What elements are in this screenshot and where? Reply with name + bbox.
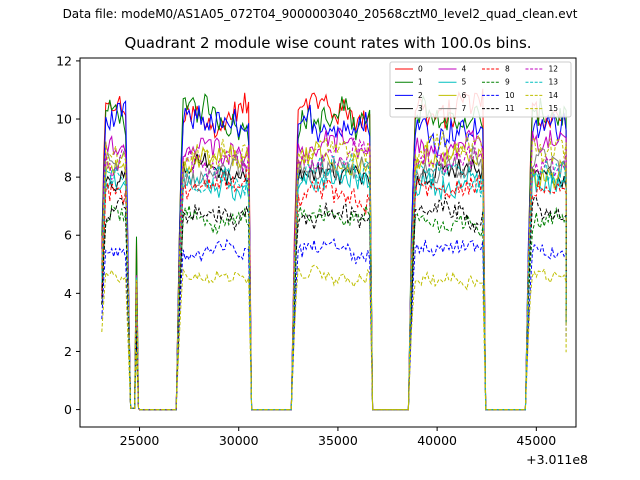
series-line-14 (101, 264, 567, 411)
y-tick-label: 8 (64, 170, 72, 185)
legend-label-2: 2 (418, 91, 423, 100)
series-line-15 (101, 131, 567, 411)
legend-label-6: 6 (462, 91, 467, 100)
legend-label-13: 13 (549, 78, 559, 87)
x-tick-label: 25000 (120, 433, 160, 448)
legend-label-15: 15 (549, 104, 559, 113)
legend-label-3: 3 (418, 104, 423, 113)
legend-box (389, 61, 572, 118)
legend-label-14: 14 (549, 91, 559, 100)
series-line-13 (101, 152, 567, 411)
series-line-12 (101, 137, 567, 411)
x-offset-label: +3.011e8 (526, 452, 588, 467)
legend-label-10: 10 (505, 91, 515, 100)
x-axis: 25000 30000 35000 40000 45000 (120, 427, 556, 448)
legend-label-4: 4 (462, 65, 467, 74)
series-line-3 (101, 152, 567, 411)
data-file-title: Data file: modeM0/AS1A05_072T04_90000030… (62, 7, 578, 21)
legend-label-5: 5 (462, 78, 467, 87)
legend-label-8: 8 (505, 65, 510, 74)
series-line-9 (101, 204, 567, 411)
x-tick-label: 30000 (219, 433, 259, 448)
series-line-7 (101, 145, 567, 411)
legend-label-9: 9 (505, 78, 510, 87)
x-tick-label: 40000 (417, 433, 457, 448)
series-line-8 (101, 168, 567, 411)
y-tick-label: 2 (64, 344, 72, 359)
series-line-10 (101, 238, 567, 411)
series-line-1 (101, 93, 567, 411)
y-tick-label: 12 (56, 53, 72, 68)
y-tick-label: 4 (64, 286, 72, 301)
x-tick-label: 35000 (318, 433, 358, 448)
legend-label-7: 7 (462, 104, 467, 113)
legend-label-0: 0 (418, 65, 423, 74)
series-line-6 (101, 140, 567, 411)
legend-label-12: 12 (549, 65, 559, 74)
y-axis: 0 2 4 6 8 10 12 (56, 53, 80, 417)
series-line-11 (101, 196, 567, 411)
chart-title: Quadrant 2 module wise count rates with … (124, 34, 532, 52)
axes-frame (79, 57, 577, 428)
y-tick-label: 0 (64, 402, 72, 417)
legend-label-11: 11 (505, 104, 515, 113)
series-lines (101, 88, 567, 411)
y-tick-label: 6 (64, 228, 72, 243)
series-line-2 (101, 100, 567, 411)
y-tick-label: 10 (56, 112, 72, 127)
series-line-4 (101, 127, 567, 411)
x-tick-label: 45000 (516, 433, 556, 448)
legend-label-1: 1 (418, 78, 423, 87)
